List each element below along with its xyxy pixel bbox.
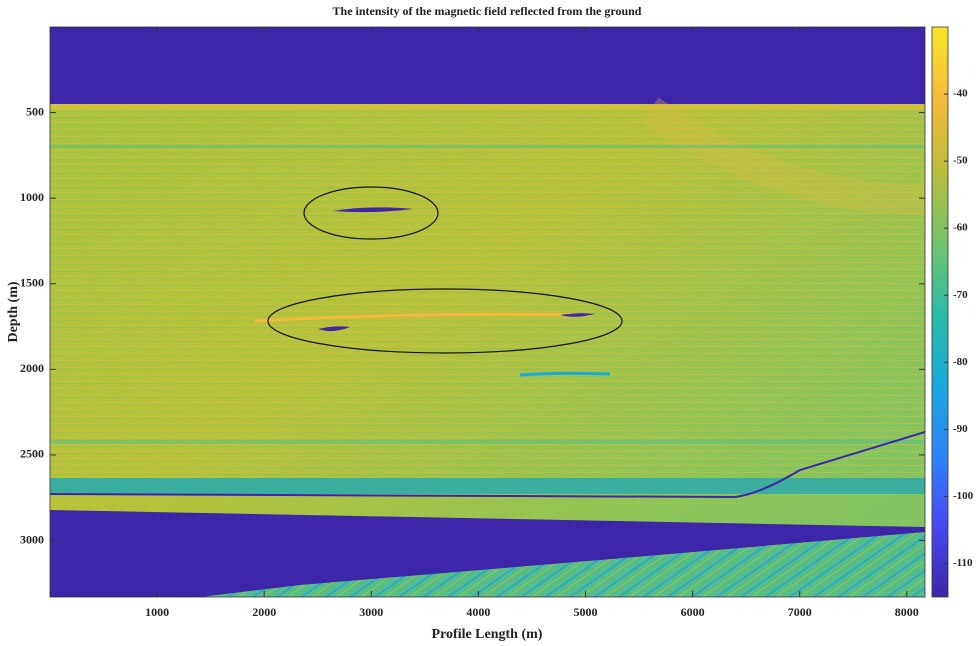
y-tick-label: 3000 bbox=[20, 532, 44, 546]
colorbar-tick-label: -60 bbox=[953, 222, 968, 234]
x-axis-label: Profile Length (m) bbox=[432, 627, 543, 642]
colorbar-tick-label: -40 bbox=[953, 88, 968, 100]
colorbar-tick-label: -70 bbox=[953, 289, 968, 301]
colorbar-scale bbox=[932, 27, 948, 597]
x-tick-label: 8000 bbox=[895, 605, 919, 619]
page: The intensity of the magnetic field refl… bbox=[0, 0, 978, 646]
chart-title: The intensity of the magnetic field refl… bbox=[333, 4, 642, 18]
y-tick-label: 2500 bbox=[20, 447, 44, 461]
colorbar-tick-label: -90 bbox=[953, 423, 968, 435]
x-tick-label: 2000 bbox=[252, 605, 276, 619]
x-tick-label: 1000 bbox=[145, 605, 169, 619]
colorbar: -40 -50 -60 -70 -80 -90 -100 -110 bbox=[932, 27, 974, 597]
x-tick-label: 5000 bbox=[573, 605, 597, 619]
colorbar-tick-label: -110 bbox=[953, 557, 973, 569]
y-axis-label: Depth (m) bbox=[6, 281, 21, 342]
x-tick-label: 7000 bbox=[788, 605, 812, 619]
colorbar-tick-label: -50 bbox=[953, 155, 968, 167]
y-tick-label: 2000 bbox=[20, 361, 44, 375]
x-tick-label: 4000 bbox=[466, 605, 490, 619]
y-tick-label: 500 bbox=[26, 104, 44, 118]
chart: The intensity of the magnetic field refl… bbox=[0, 0, 978, 646]
colorbar-tick-label: -80 bbox=[953, 356, 968, 368]
x-tick-label: 3000 bbox=[359, 605, 383, 619]
x-tick-label: 6000 bbox=[681, 605, 705, 619]
colorbar-tick-label: -100 bbox=[953, 490, 974, 502]
heatmap-image bbox=[50, 27, 925, 597]
y-tick-label: 1500 bbox=[20, 276, 44, 290]
y-tick-label: 1000 bbox=[20, 190, 44, 204]
